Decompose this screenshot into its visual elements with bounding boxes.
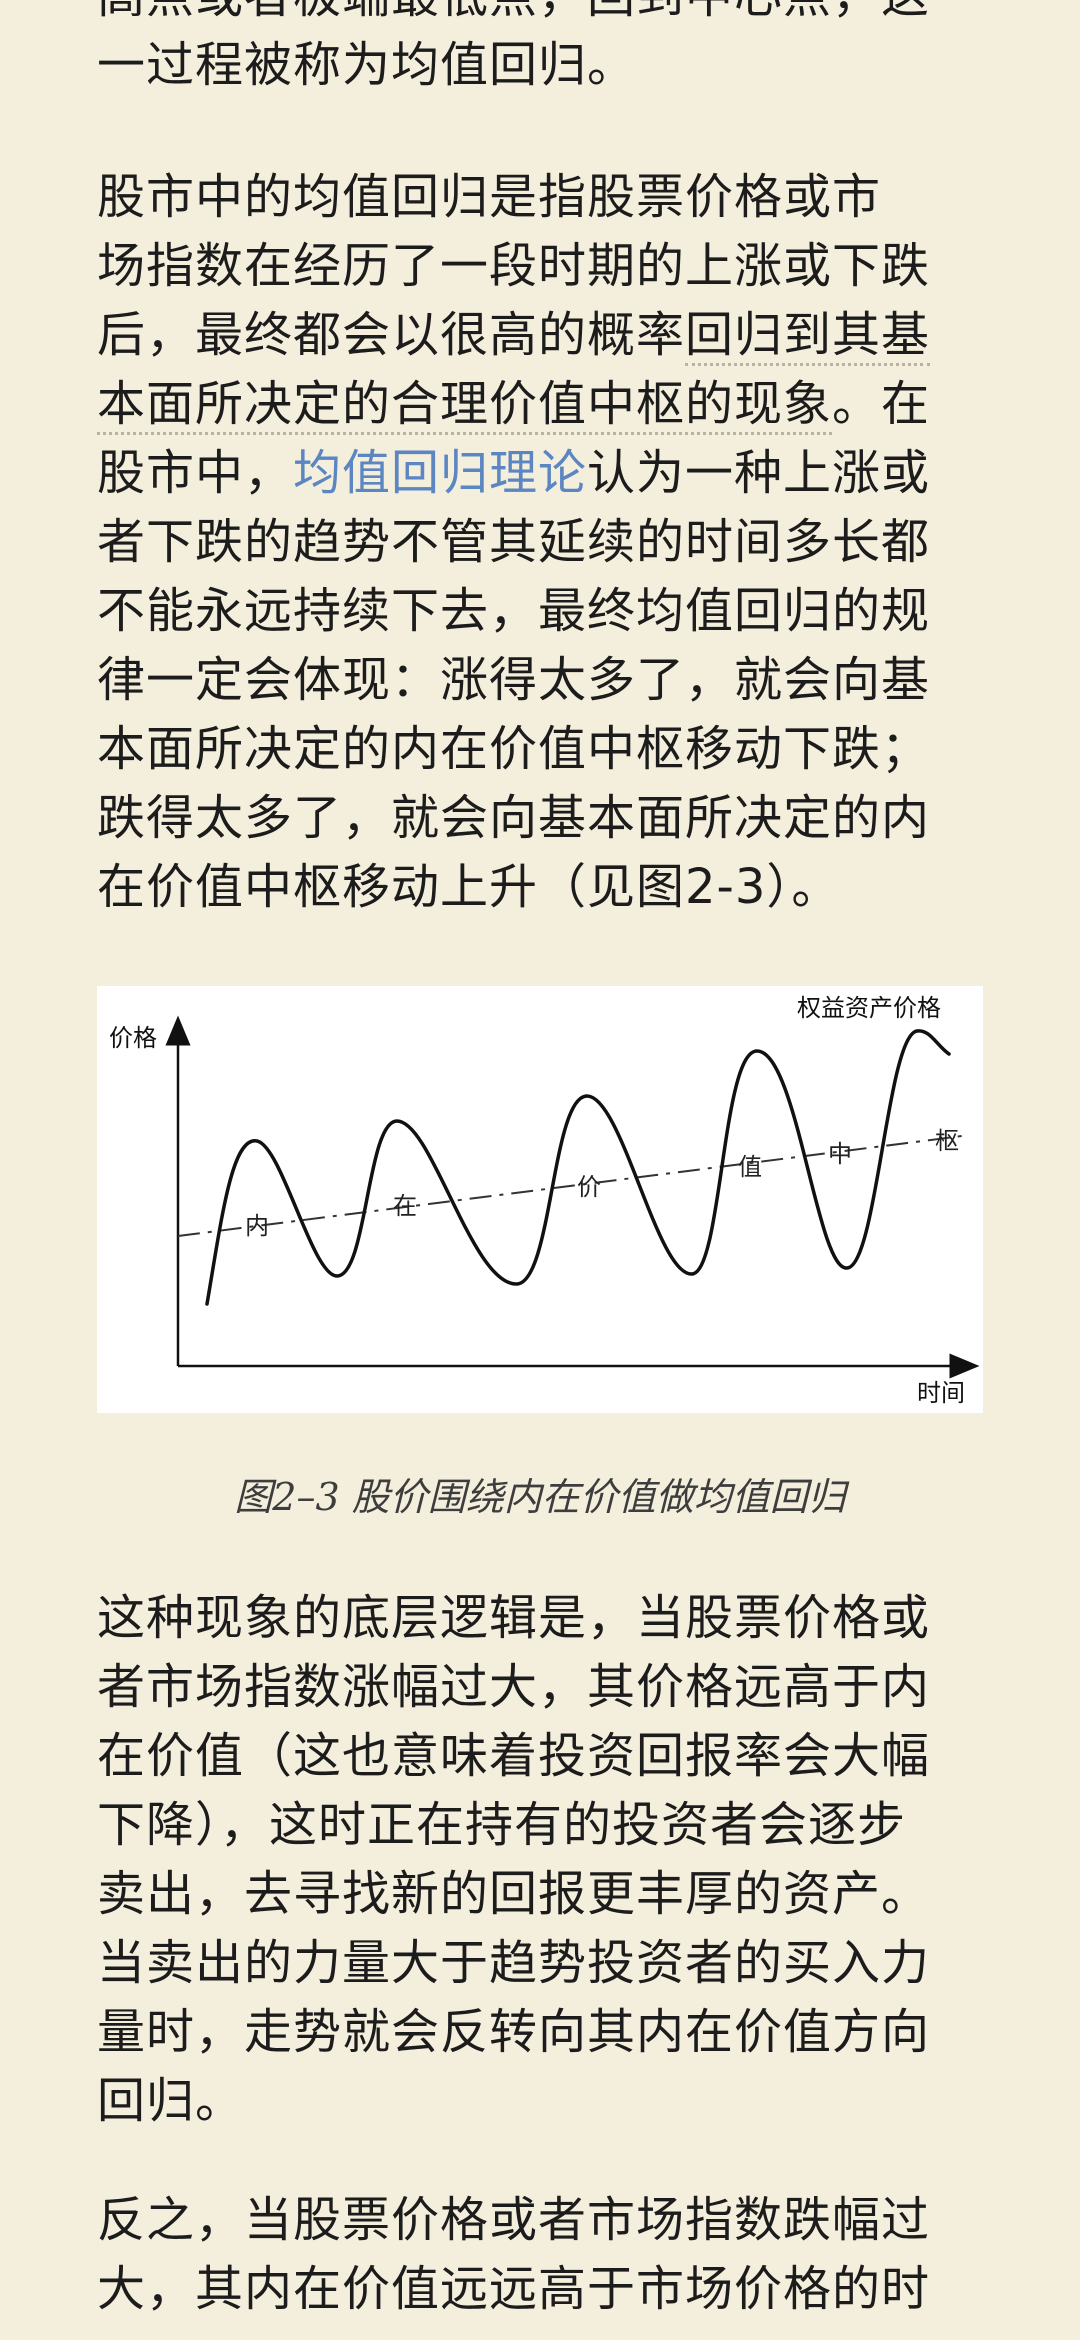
center-label: 内	[245, 1212, 269, 1240]
annotated-text[interactable]: 回归到其基	[685, 307, 931, 366]
center-label: 值	[738, 1153, 762, 1181]
text-line: 在价值（这也意味着投资回报率会大幅	[97, 1728, 931, 1784]
text-line: 回归。	[97, 2073, 245, 2129]
text-line: 股市中的均值回归是指股票价格或市	[97, 169, 882, 225]
text-line: 量时，走势就会反转向其内在价值方向	[97, 2004, 931, 2060]
text-line-annotated[interactable]: 后，最终都会以很高的概率回归到其基	[97, 301, 983, 370]
paragraph-inverse: 反之，当股票价格或者市场指数跌幅过 大，其内在价值远远高于市场价格的时	[97, 2186, 983, 2324]
text-line-with-link: 股市中，均值回归理论认为一种上涨或	[97, 439, 983, 508]
text-line: 律一定会体现：涨得太多了，就会向基	[97, 652, 931, 708]
mean-reversion-theory-link[interactable]: 均值回归理论	[293, 445, 588, 501]
text-line: 当卖出的力量大于趋势投资者的买入力	[97, 1935, 931, 1991]
figure-caption: 图2–3 股价围绕内在价值做均值回归	[234, 1475, 846, 1519]
center-label: 中	[828, 1140, 852, 1168]
text-line: 下降），这时正在持有的投资者会逐步	[97, 1797, 907, 1853]
text-plain: 股市中，	[97, 445, 294, 501]
mean-reversion-figure[interactable]: 内 在 价 值 中 枢 价格 时间 权益资产价格	[97, 986, 983, 1413]
text-line: 者市场指数涨幅过大，其价格远高于内	[97, 1659, 931, 1715]
paragraph-logic: 这种现象的底层逻辑是，当股票价格或 者市场指数涨幅过大，其价格远高于内 在价值（…	[97, 1584, 983, 2136]
text-line: 大，其内在价值远远高于市场价格的时	[97, 2261, 931, 2317]
center-label: 枢	[935, 1127, 959, 1155]
text-line: 一过程被称为均值回归。	[97, 37, 637, 93]
text-line: 高点或者极端最低点，回到中心点，这	[97, 0, 983, 31]
text-plain: 。在	[832, 376, 931, 432]
text-line: 卖出，去寻找新的回报更丰厚的资产。	[97, 1866, 931, 1922]
y-axis-label: 价格	[109, 1024, 157, 1052]
paragraph-mean-reversion: 股市中的均值回归是指股票价格或市 场指数在经历了一段时期的上涨或下跌 后，最终都…	[97, 163, 983, 922]
x-axis-label: 时间	[917, 1379, 965, 1407]
annotated-text[interactable]: 本面所决定的合理价值中枢的现象	[97, 376, 833, 435]
price-curve	[205, 1029, 951, 1306]
text-line: 跌得太多了，就会向基本面所决定的内	[97, 790, 931, 846]
text-line: 反之，当股票价格或者市场指数跌幅过	[97, 2192, 931, 2248]
text-line: 这种现象的底层逻辑是，当股票价格或	[97, 1590, 931, 1646]
paragraph-intro-end: 高点或者极端最低点，回到中心点，这 一过程被称为均值回归。	[97, 0, 983, 100]
text-line: 者下跌的趋势不管其延续的时间多长都	[97, 514, 931, 570]
intrinsic-value-line	[177, 1135, 963, 1237]
center-label: 价	[577, 1173, 601, 1201]
center-label: 在	[393, 1192, 417, 1220]
text-plain: 认为一种上涨或	[587, 445, 931, 501]
text-plain: 后，最终都会以很高的概率	[97, 307, 686, 363]
text-line: 本面所决定的内在价值中枢移动下跌；	[97, 721, 931, 777]
text-line-annotated[interactable]: 本面所决定的合理价值中枢的现象。在	[97, 370, 983, 439]
text-line: 不能永远持续下去，最终均值回归的规	[97, 583, 931, 639]
curve-label: 权益资产价格	[797, 994, 941, 1022]
figure-svg: 内 在 价 值 中 枢 价格 时间 权益资产价格	[109, 994, 980, 1407]
text-line: 在价值中枢移动上升（见图2-3）。	[97, 859, 841, 915]
text-line: 场指数在经历了一段时期的上涨或下跌	[97, 238, 931, 294]
